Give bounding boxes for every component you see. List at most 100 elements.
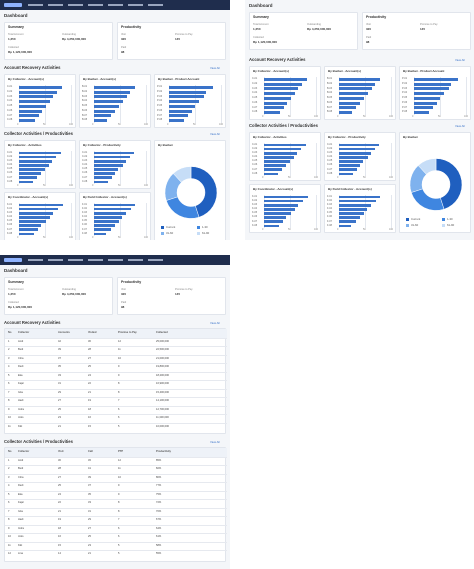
logo[interactable]	[4, 258, 22, 262]
x-tick-label: 50	[288, 115, 291, 118]
nav-bar	[0, 0, 230, 10]
y-tick-label: C-02	[327, 146, 333, 150]
table-cell: Hadi	[18, 518, 24, 521]
y-tick-label: C-03	[327, 151, 333, 155]
bar	[264, 92, 296, 96]
view-all-link[interactable]: View All	[210, 132, 220, 136]
card-label: Total Account	[253, 23, 269, 26]
logo[interactable]	[4, 3, 22, 7]
y-tick-label: C-06	[252, 100, 258, 104]
y-tick-label: F-08	[82, 231, 87, 235]
table-cell: 61%	[156, 535, 162, 538]
chart-card: By Collector - Productivity 0 50 100 C-01 C-0…	[79, 140, 151, 189]
card-label: Outstanding	[62, 288, 76, 291]
card-label: Collected	[253, 36, 264, 39]
table-cell: Budi	[18, 467, 24, 470]
nav-item[interactable]	[148, 259, 163, 261]
y-tick-label: C-04	[252, 155, 258, 159]
card-title: Productivity	[121, 25, 142, 29]
x-tick-label: 50	[288, 176, 291, 179]
bar	[19, 119, 35, 123]
bar	[339, 87, 372, 91]
bar	[19, 203, 63, 207]
y-tick-label: P-08	[157, 118, 163, 122]
chart-card: By Bucket - Account(s) 0 50 100 B-01 B-02 B-03…	[324, 66, 396, 120]
table-cell: Indra	[18, 407, 24, 411]
bar	[169, 114, 188, 118]
bar	[339, 147, 375, 151]
nav-item[interactable]	[128, 4, 143, 6]
y-tick-label: C-08	[7, 118, 13, 122]
table-cell: Gita	[18, 390, 23, 394]
chart-title: By Field Collector - Account(s)	[328, 187, 372, 191]
chart-card: By Field Collector - Account(s) 0 50 100 F-0…	[324, 184, 396, 233]
y-tick-label: C-04	[327, 155, 333, 159]
table-card: No Collector Accounts Visited Promise to Pay…	[4, 328, 227, 434]
table-cell: Kiki	[18, 543, 23, 547]
nav-item[interactable]	[48, 4, 63, 6]
card-label: Promise to Pay	[175, 288, 193, 291]
table-cell: 25,000,000	[156, 339, 169, 343]
table-cell: 70%	[156, 509, 162, 513]
table-cell: 25	[58, 484, 61, 487]
chart-title: By Collector - Activities	[8, 143, 42, 147]
table-cell: 12,700,000	[156, 407, 169, 411]
y-tick-label: F-05	[327, 211, 332, 215]
nav-item[interactable]	[88, 259, 103, 261]
view-all-link[interactable]: View All	[210, 66, 220, 70]
table-cell: 6	[118, 535, 120, 538]
table-cell: 31	[58, 382, 61, 385]
y-tick-label: F-06	[327, 215, 332, 219]
y-tick-label: K-01	[7, 202, 13, 206]
y-tick-label: K-03	[7, 211, 13, 215]
y-tick-label: C-06	[252, 163, 258, 167]
table-cell: 3	[8, 475, 10, 479]
donut	[164, 166, 218, 219]
table-cell: 15	[58, 543, 61, 547]
y-tick-label: F-07	[327, 219, 332, 223]
table-cell: Fajar	[18, 501, 24, 504]
table-cell: 23	[88, 543, 91, 547]
legend-label: Current	[411, 217, 421, 221]
table-cell: 42	[58, 339, 61, 343]
nav-item[interactable]	[68, 259, 83, 261]
y-tick-label: C-01	[7, 85, 13, 89]
y-tick-label: C-03	[252, 86, 258, 90]
nav-item[interactable]	[48, 259, 63, 261]
x-tick-label: 50	[363, 115, 366, 118]
nav-item[interactable]	[108, 259, 123, 261]
view-all-link[interactable]: View All	[210, 321, 220, 325]
view-all-link[interactable]: View All	[455, 58, 465, 62]
x-tick-label: 0	[92, 236, 94, 239]
bar	[94, 211, 127, 215]
x-tick-label: 0	[262, 228, 264, 231]
bar	[19, 228, 39, 232]
nav-item[interactable]	[28, 259, 43, 261]
nav-item[interactable]	[128, 259, 143, 261]
nav-item[interactable]	[68, 4, 83, 6]
x-tick-label: 0	[17, 184, 19, 187]
chart-card: By Bucket Current 1-30 31-60 61-90	[399, 132, 471, 233]
y-tick-label: C-07	[327, 167, 333, 171]
table-cell: 29	[88, 518, 91, 521]
summary-card: Summary Total Account 1,250 Outstanding Rp 4…	[4, 22, 113, 60]
nav-item[interactable]	[88, 4, 103, 6]
nav-item[interactable]	[108, 4, 123, 6]
card-label: Total Account	[8, 288, 24, 291]
y-tick-label: P-06	[157, 108, 163, 112]
y-tick-label: C-04	[7, 99, 13, 103]
nav-item[interactable]	[148, 4, 163, 6]
table-cell: 12	[118, 458, 121, 462]
bar	[19, 207, 58, 211]
y-tick-label: P-07	[402, 105, 408, 109]
x-tick-label: 0	[337, 176, 339, 179]
table-cell: 30	[88, 339, 91, 343]
y-tick-label: F-02	[327, 198, 332, 202]
view-all-link[interactable]: View All	[210, 440, 220, 444]
nav-item[interactable]	[28, 4, 43, 6]
y-tick-label: C-02	[7, 154, 13, 158]
legend-swatch	[406, 224, 409, 227]
bar	[414, 106, 433, 110]
view-all-link[interactable]: View All	[455, 124, 465, 128]
y-tick-label: K-05	[252, 211, 258, 215]
